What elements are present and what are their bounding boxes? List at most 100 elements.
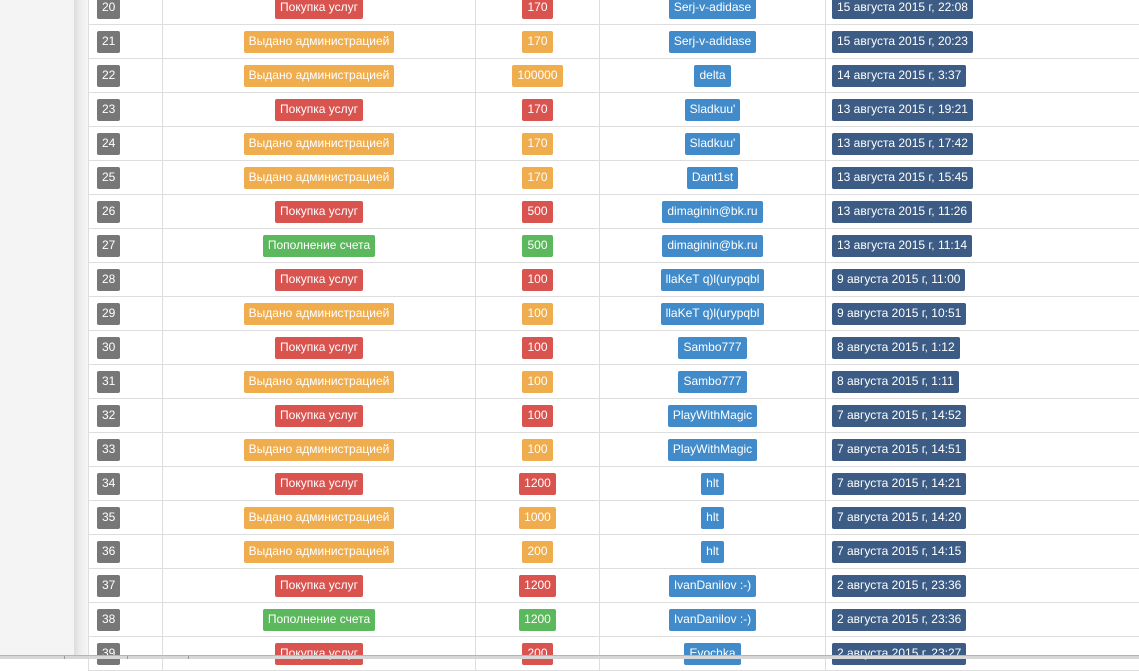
amount-cell: 170 — [476, 0, 600, 25]
bottom-tab-strip — [0, 655, 1139, 659]
transaction-type-badge: Выдано администрацией — [244, 371, 395, 393]
amount-cell: 100 — [476, 297, 600, 331]
user-link-badge[interactable]: Dant1st — [687, 167, 738, 189]
date-cell: 9 августа 2015 г, 11:00 — [826, 263, 1139, 297]
row-id-badge: 25 — [97, 167, 120, 189]
date-badge: 14 августа 2015 г, 3:37 — [832, 65, 966, 87]
transaction-type-badge: Покупка услуг — [275, 643, 363, 665]
row-id-badge: 31 — [97, 371, 120, 393]
amount-badge: 100 — [522, 303, 552, 325]
type-cell: Выдано администрацией — [163, 501, 476, 535]
date-badge: 7 августа 2015 г, 14:15 — [832, 541, 966, 563]
id-cell: 35 — [89, 501, 163, 535]
user-cell: Dant1st — [600, 161, 826, 195]
date-badge: 13 августа 2015 г, 11:14 — [832, 235, 972, 257]
amount-cell: 200 — [476, 637, 600, 671]
type-cell: Выдано администрацией — [163, 433, 476, 467]
date-cell: 2 августа 2015 г, 23:36 — [826, 569, 1139, 603]
id-cell: 36 — [89, 535, 163, 569]
amount-badge: 100 — [522, 405, 552, 427]
date-badge: 13 августа 2015 г, 15:45 — [832, 167, 973, 189]
amount-badge: 100000 — [512, 65, 562, 87]
user-link-badge[interactable]: dimaginin@bk.ru — [662, 235, 762, 257]
user-link-badge[interactable]: delta — [694, 65, 730, 87]
id-cell: 28 — [89, 263, 163, 297]
user-link-badge[interactable]: dimaginin@bk.ru — [662, 201, 762, 223]
user-link-badge[interactable]: PlayWithMagic — [668, 405, 757, 427]
user-link-badge[interactable]: Sladkuu' — [685, 99, 741, 121]
type-cell: Выдано администрацией — [163, 161, 476, 195]
date-badge: 15 августа 2015 г, 22:08 — [832, 0, 973, 19]
user-link-badge[interactable]: Sambo777 — [678, 371, 746, 393]
id-cell: 29 — [89, 297, 163, 331]
user-link-badge[interactable]: IvanDanilov :-) — [669, 609, 756, 631]
table-row: 32 Покупка услуг 100 PlayWithMagic 7 августа… — [89, 399, 1139, 433]
user-link-badge[interactable]: Sladkuu' — [685, 133, 741, 155]
amount-cell: 100 — [476, 263, 600, 297]
user-cell: delta — [600, 59, 826, 93]
user-link-badge[interactable]: hlt — [701, 507, 724, 529]
amount-cell: 100 — [476, 433, 600, 467]
transaction-type-badge: Выдано администрацией — [244, 65, 395, 87]
id-cell: 23 — [89, 93, 163, 127]
user-link-badge[interactable]: llaKeT q)l(urypqbl — [661, 269, 765, 291]
id-cell: 30 — [89, 331, 163, 365]
type-cell: Покупка услуг — [163, 331, 476, 365]
user-cell: IvanDanilov :-) — [600, 569, 826, 603]
id-cell: 32 — [89, 399, 163, 433]
date-badge: 7 августа 2015 г, 14:52 — [832, 405, 966, 427]
user-link-badge[interactable]: llaKeT q)l(urypqbl — [661, 303, 765, 325]
user-link-badge[interactable]: IvanDanilov :-) — [669, 575, 756, 597]
user-cell: hlt — [600, 501, 826, 535]
id-cell: 31 — [89, 365, 163, 399]
date-badge: 13 августа 2015 г, 17:42 — [832, 133, 973, 155]
user-link-badge[interactable]: Serj-v-adidase — [669, 0, 756, 19]
user-cell: Evochka — [600, 637, 826, 671]
user-link-badge[interactable]: Sambo777 — [678, 337, 746, 359]
type-cell: Покупка услуг — [163, 0, 476, 25]
date-cell: 7 августа 2015 г, 14:20 — [826, 501, 1139, 535]
amount-badge: 1200 — [519, 473, 556, 495]
amount-badge: 1200 — [519, 609, 556, 631]
id-cell: 20 — [89, 0, 163, 25]
user-cell: PlayWithMagic — [600, 433, 826, 467]
transaction-type-badge: Выдано администрацией — [244, 133, 395, 155]
amount-badge: 170 — [522, 167, 552, 189]
user-cell: llaKeT q)l(urypqbl — [600, 263, 826, 297]
user-link-badge[interactable]: PlayWithMagic — [668, 439, 757, 461]
user-link-badge[interactable]: hlt — [701, 473, 724, 495]
table-row: 27 Пополнение счета 500 dimaginin@bk.ru 13 а… — [89, 229, 1139, 263]
user-cell: hlt — [600, 467, 826, 501]
row-id-badge: 36 — [97, 541, 120, 563]
user-cell: hlt — [600, 535, 826, 569]
transaction-type-badge: Выдано администрацией — [244, 167, 395, 189]
user-cell: Sambo777 — [600, 331, 826, 365]
amount-cell: 170 — [476, 93, 600, 127]
id-cell: 33 — [89, 433, 163, 467]
user-cell: PlayWithMagic — [600, 399, 826, 433]
date-cell: 7 августа 2015 г, 14:21 — [826, 467, 1139, 501]
transaction-type-badge: Выдано администрацией — [244, 31, 395, 53]
row-id-badge: 39 — [97, 643, 120, 665]
transaction-type-badge: Покупка услуг — [275, 405, 363, 427]
id-cell: 22 — [89, 59, 163, 93]
row-id-badge: 27 — [97, 235, 120, 257]
type-cell: Пополнение счета — [163, 229, 476, 263]
user-link-badge[interactable]: hlt — [701, 541, 724, 563]
amount-badge: 170 — [522, 0, 552, 19]
amount-badge: 500 — [522, 235, 552, 257]
user-link-badge[interactable]: Evochka — [684, 643, 740, 665]
date-cell: 8 августа 2015 г, 1:11 — [826, 365, 1139, 399]
row-id-badge: 35 — [97, 507, 120, 529]
date-cell: 2 августа 2015 г, 23:36 — [826, 603, 1139, 637]
user-link-badge[interactable]: Serj-v-adidase — [669, 31, 756, 53]
left-sidebar-background — [0, 0, 74, 659]
amount-cell: 170 — [476, 161, 600, 195]
